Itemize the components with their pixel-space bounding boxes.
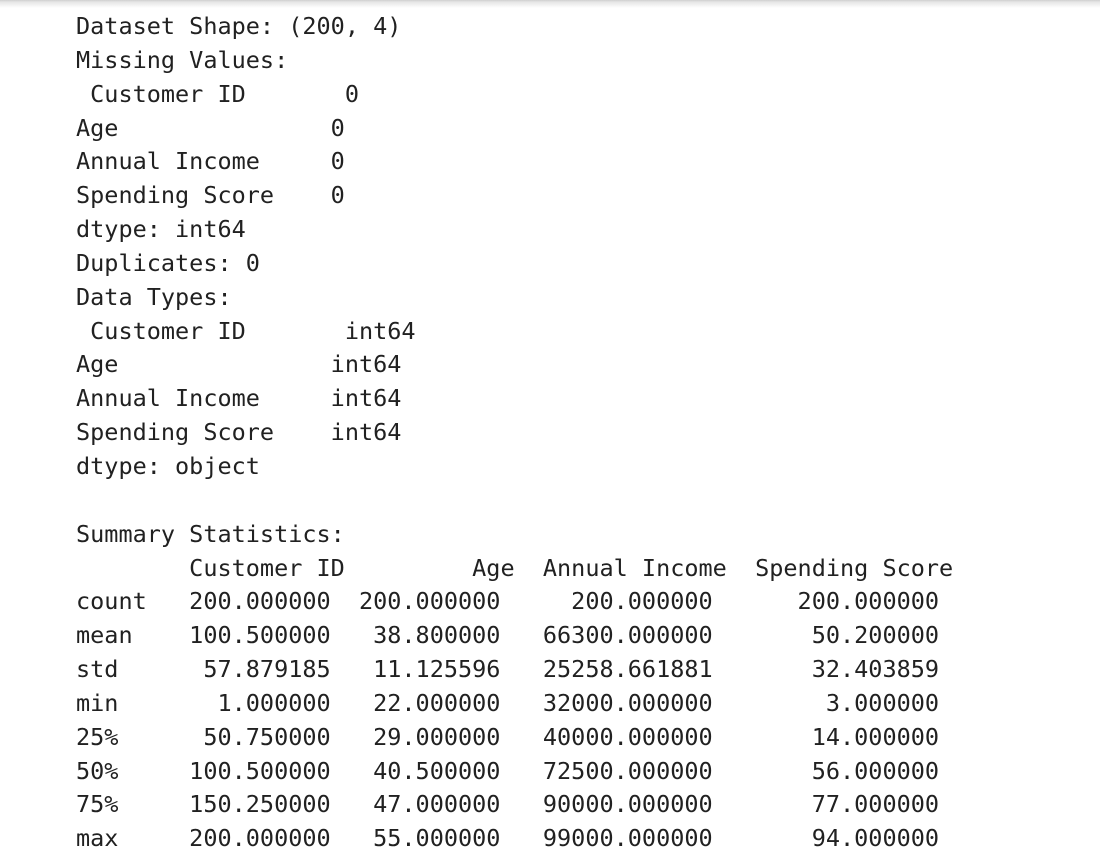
output-line-data-types-header: Data Types: [76, 282, 232, 311]
summary-row-75pct: 75% 150.250000 47.000000 90000.000000 77… [76, 790, 940, 819]
output-line-blank [76, 484, 953, 518]
summary-row-max: max 200.000000 55.000000 99000.000000 94… [76, 824, 940, 853]
output-line-missing-age: Age 0 [76, 113, 345, 142]
output-line-dataset-shape: Dataset Shape: (200, 4) [76, 12, 402, 40]
summary-row-mean: mean 100.500000 38.800000 66300.000000 5… [76, 621, 940, 650]
cell-output: Dataset Shape: (200, 4) Missing Values: … [76, 10, 953, 856]
summary-row-min: min 1.000000 22.000000 32000.000000 3.00… [76, 688, 940, 717]
output-line-types-dtype: dtype: object [76, 451, 260, 480]
summary-row-count: count 200.000000 200.000000 200.000000 2… [76, 587, 940, 616]
output-line-missing-annual-income: Annual Income 0 [76, 147, 345, 176]
summary-table-header-row: Customer ID Age Annual Income Spending S… [76, 553, 954, 582]
summary-row-25pct: 25% 50.750000 29.000000 40000.000000 14.… [76, 722, 940, 751]
output-line-missing-spending-score: Spending Score 0 [76, 181, 345, 210]
summary-row-50pct: 50% 100.500000 40.500000 72500.000000 56… [76, 756, 940, 785]
output-line-missing-dtype: dtype: int64 [76, 215, 246, 244]
output-line-missing-values-header: Missing Values: [76, 45, 289, 74]
summary-row-std: std 57.879185 11.125596 25258.661881 32.… [76, 655, 940, 684]
output-line-type-customer-id: Customer ID int64 [76, 316, 416, 345]
output-line-summary-header: Summary Statistics: [76, 519, 345, 548]
top-edge-shadow [0, 0, 1100, 8]
output-line-type-annual-income: Annual Income int64 [76, 384, 402, 413]
output-line-type-spending-score: Spending Score int64 [76, 418, 402, 447]
output-line-duplicates: Duplicates: 0 [76, 248, 260, 277]
output-line-missing-customer-id: Customer ID 0 [76, 79, 359, 108]
output-line-type-age: Age int64 [76, 350, 402, 379]
